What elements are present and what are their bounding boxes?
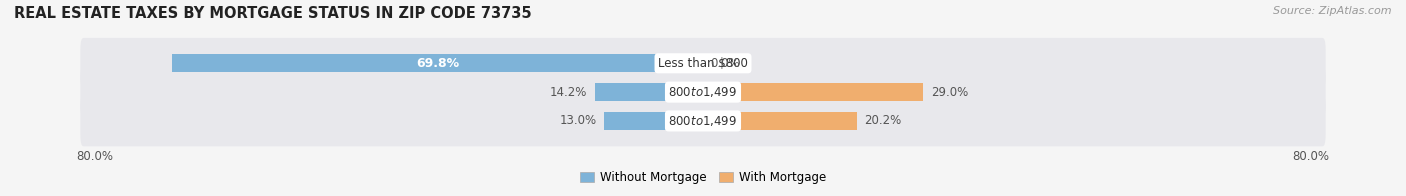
FancyBboxPatch shape bbox=[80, 67, 1326, 117]
Text: $800 to $1,499: $800 to $1,499 bbox=[668, 85, 738, 99]
Text: $800 to $1,499: $800 to $1,499 bbox=[668, 114, 738, 128]
Bar bbox=[703, 83, 924, 101]
Bar bbox=[605, 112, 703, 130]
FancyBboxPatch shape bbox=[80, 96, 1326, 146]
Text: 0.0%: 0.0% bbox=[710, 57, 740, 70]
FancyBboxPatch shape bbox=[80, 38, 1326, 89]
Bar bbox=[595, 83, 703, 101]
Text: 29.0%: 29.0% bbox=[931, 86, 969, 99]
Text: Source: ZipAtlas.com: Source: ZipAtlas.com bbox=[1274, 6, 1392, 16]
Text: 20.2%: 20.2% bbox=[865, 114, 901, 127]
Text: 13.0%: 13.0% bbox=[560, 114, 596, 127]
Text: REAL ESTATE TAXES BY MORTGAGE STATUS IN ZIP CODE 73735: REAL ESTATE TAXES BY MORTGAGE STATUS IN … bbox=[14, 6, 531, 21]
Text: Less than $800: Less than $800 bbox=[658, 57, 748, 70]
Text: 69.8%: 69.8% bbox=[416, 57, 460, 70]
Bar bbox=[703, 112, 856, 130]
Text: 14.2%: 14.2% bbox=[550, 86, 588, 99]
Bar bbox=[173, 54, 703, 72]
Legend: Without Mortgage, With Mortgage: Without Mortgage, With Mortgage bbox=[575, 167, 831, 189]
